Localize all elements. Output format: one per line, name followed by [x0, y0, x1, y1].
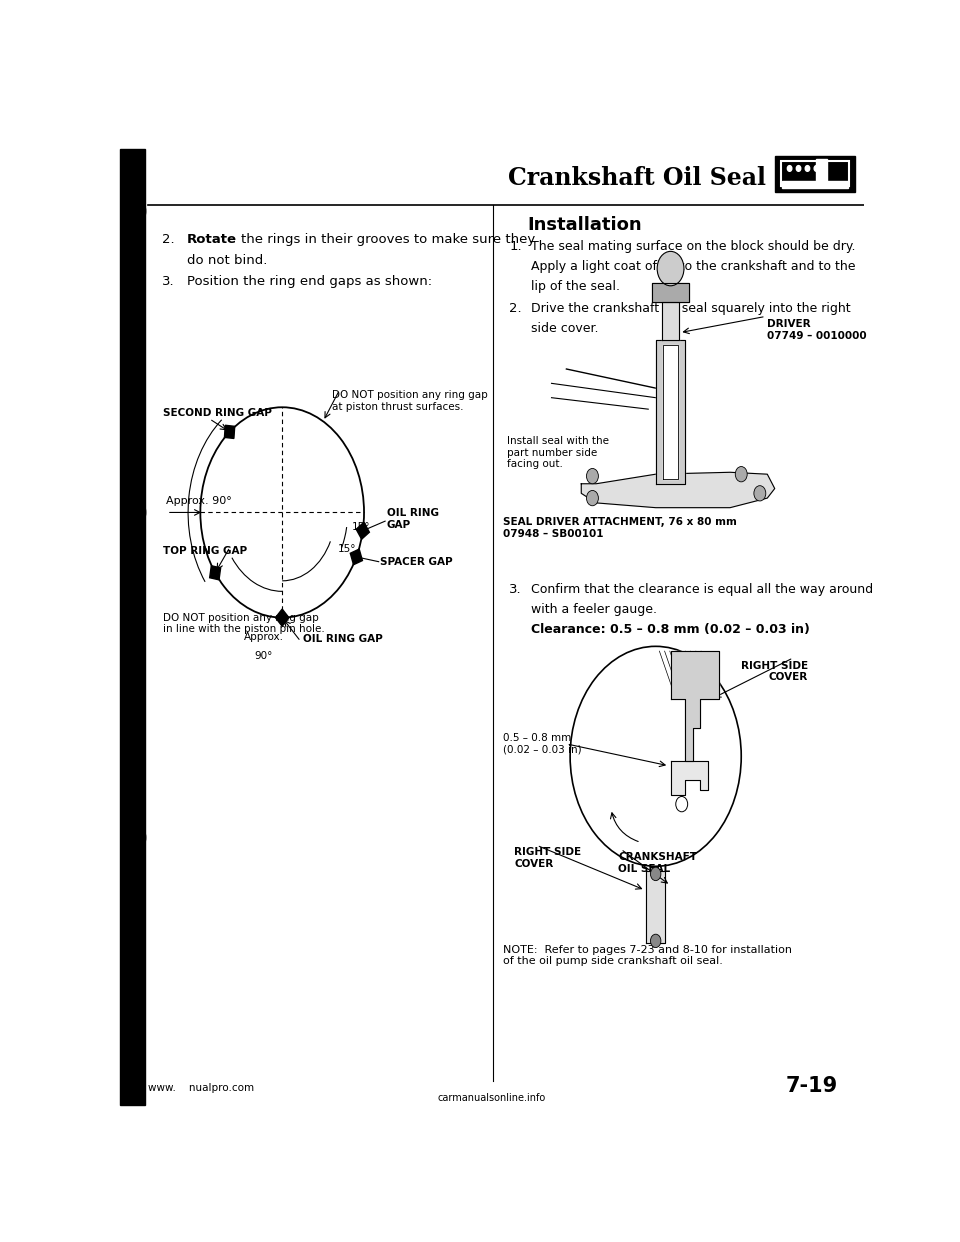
Circle shape: [805, 165, 809, 171]
Text: Approx. 90°: Approx. 90°: [166, 496, 232, 505]
Text: CRANKSHAFT
OIL SEAL: CRANKSHAFT OIL SEAL: [618, 852, 698, 873]
Text: The seal mating surface on the block should be dry.: The seal mating surface on the block sho…: [532, 240, 856, 253]
Polygon shape: [350, 549, 363, 565]
Circle shape: [587, 468, 598, 484]
Bar: [120, 149, 145, 1105]
Text: carmanualsonline.info: carmanualsonline.info: [438, 1093, 546, 1103]
Text: 1.: 1.: [509, 240, 521, 253]
Text: 2.: 2.: [162, 233, 175, 246]
Circle shape: [814, 165, 819, 171]
Text: Installation: Installation: [528, 216, 642, 233]
Polygon shape: [670, 651, 719, 761]
Bar: [775, 155, 855, 193]
Text: 7-19: 7-19: [785, 1077, 838, 1097]
Circle shape: [735, 467, 747, 482]
Text: SECOND RING GAP: SECOND RING GAP: [163, 407, 272, 419]
Circle shape: [658, 251, 684, 286]
Text: 3.: 3.: [162, 276, 175, 288]
Polygon shape: [225, 425, 234, 438]
Text: OIL RING
GAP: OIL RING GAP: [387, 508, 439, 530]
Bar: [816, 159, 827, 188]
Circle shape: [651, 934, 660, 948]
Text: Confirm that the clearance is equal all the way around: Confirm that the clearance is equal all …: [532, 584, 874, 596]
Text: NOTE:  Refer to pages 7-23 and 8-10 for installation
of the oil pump side cranks: NOTE: Refer to pages 7-23 and 8-10 for i…: [503, 945, 792, 966]
Text: 15°: 15°: [338, 544, 356, 554]
Circle shape: [119, 821, 146, 854]
Polygon shape: [656, 340, 685, 483]
Text: 2.: 2.: [509, 302, 521, 315]
Text: lip of the seal.: lip of the seal.: [532, 279, 620, 293]
Text: with a feeler gauge.: with a feeler gauge.: [532, 604, 658, 616]
Text: Approx.: Approx.: [244, 632, 283, 642]
Polygon shape: [276, 609, 289, 626]
Bar: [780, 161, 849, 186]
Circle shape: [119, 194, 146, 229]
Polygon shape: [356, 522, 370, 539]
Circle shape: [787, 165, 792, 171]
Circle shape: [796, 165, 801, 171]
Text: Crankshaft Oil Seal: Crankshaft Oil Seal: [508, 165, 766, 190]
Text: Rotate: Rotate: [187, 233, 237, 246]
Circle shape: [119, 496, 146, 529]
Text: www.    nualpro.com: www. nualpro.com: [148, 1083, 254, 1093]
Text: 3.: 3.: [509, 584, 521, 596]
Polygon shape: [652, 283, 689, 302]
Polygon shape: [661, 302, 680, 340]
Text: Position the ring end gaps as shown:: Position the ring end gaps as shown:: [187, 276, 432, 288]
Text: SEAL DRIVER ATTACHMENT, 76 x 80 mm
07948 – SB00101: SEAL DRIVER ATTACHMENT, 76 x 80 mm 07948…: [503, 517, 737, 539]
Text: Install seal with the
part number side
facing out.: Install seal with the part number side f…: [507, 436, 609, 469]
Text: OIL RING GAP: OIL RING GAP: [303, 633, 383, 643]
Bar: [782, 180, 848, 189]
Text: Drive the crankshaft oil seal squarely into the right: Drive the crankshaft oil seal squarely i…: [532, 302, 852, 315]
Polygon shape: [209, 566, 221, 580]
Text: DRIVER
07749 – 0010000: DRIVER 07749 – 0010000: [767, 319, 867, 340]
Text: do not bind.: do not bind.: [187, 255, 267, 267]
Text: the rings in their grooves to make sure they: the rings in their grooves to make sure …: [241, 233, 536, 246]
Text: side cover.: side cover.: [532, 322, 599, 335]
Text: Apply a light coat of oil to the crankshaft and to the: Apply a light coat of oil to the cranksh…: [532, 260, 856, 273]
Polygon shape: [646, 871, 665, 943]
Text: Clearance: 0.5 – 0.8 mm (0.02 – 0.03 in): Clearance: 0.5 – 0.8 mm (0.02 – 0.03 in): [532, 623, 810, 636]
Circle shape: [651, 867, 660, 881]
Text: RIGHT SIDE
COVER: RIGHT SIDE COVER: [741, 661, 808, 682]
Text: 0.5 – 0.8 mm
(0.02 – 0.03 in): 0.5 – 0.8 mm (0.02 – 0.03 in): [503, 733, 582, 755]
Text: DO NOT position any ring gap
in line with the piston pin hole.: DO NOT position any ring gap in line wit…: [163, 612, 324, 635]
Text: TOP RING GAP: TOP RING GAP: [163, 545, 248, 555]
Polygon shape: [670, 761, 708, 795]
Circle shape: [676, 796, 687, 812]
Text: 90°: 90°: [254, 651, 273, 661]
Text: DO NOT position any ring gap
at piston thrust surfaces.: DO NOT position any ring gap at piston t…: [332, 390, 488, 411]
Text: RIGHT SIDE
COVER: RIGHT SIDE COVER: [515, 847, 582, 868]
Polygon shape: [581, 472, 775, 508]
Text: 15°: 15°: [351, 522, 371, 532]
Circle shape: [587, 491, 598, 505]
Text: SPACER GAP: SPACER GAP: [380, 556, 453, 566]
Polygon shape: [663, 345, 678, 479]
Circle shape: [754, 486, 766, 501]
